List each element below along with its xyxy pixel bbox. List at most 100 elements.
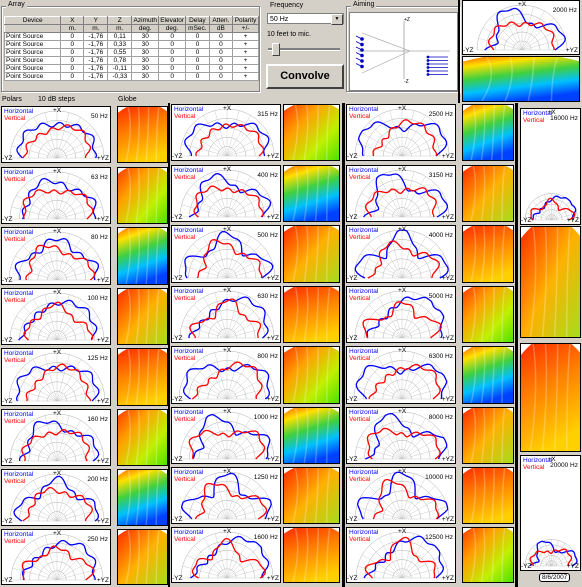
table-cell[interactable]: 0 — [208, 40, 234, 49]
table-row[interactable]: Point Source 0 -1,76 -0,33 30 0 0 0 + — [3, 72, 259, 81]
table-cell[interactable]: -0,11 — [107, 64, 133, 73]
table-cell[interactable]: 0 — [60, 72, 85, 81]
col-device[interactable]: Device — [3, 16, 62, 25]
table-cell[interactable]: + — [232, 56, 259, 65]
table-cell[interactable]: 0 — [208, 48, 234, 57]
polar-grid-spoke — [226, 171, 240, 218]
frequency-select[interactable]: 50 Hz ▼ — [267, 13, 344, 25]
table-cell[interactable]: 0,11 — [107, 32, 133, 41]
table-cell[interactable]: -1,76 — [83, 40, 109, 49]
polar-grid-spoke — [192, 243, 228, 279]
table-cell[interactable]: 0 — [185, 40, 210, 49]
table-cell[interactable]: 0,33 — [107, 40, 133, 49]
horizontal-legend: Horizontal — [349, 469, 379, 476]
table-cell[interactable]: 0 — [60, 56, 85, 65]
polar-plot-panel: 1250 Hz Horizontal Vertical +X -YZ +YZ — [171, 467, 281, 524]
table-cell[interactable]: Point Source — [3, 56, 62, 65]
table-cell[interactable]: 0 — [185, 32, 210, 41]
table-cell[interactable]: Point Source — [3, 32, 62, 41]
polar-plot — [9, 171, 105, 220]
table-row[interactable]: Point Source 0 -1,76 0,78 30 0 0 0 + — [3, 56, 259, 65]
table-cell[interactable]: 0 — [185, 72, 210, 81]
table-row[interactable]: Point Source 0 -1,76 -0,11 30 0 0 0 + — [3, 64, 259, 73]
globe-heatmap — [117, 288, 168, 345]
vertical-response-curve — [21, 545, 95, 581]
polar-plot — [354, 290, 450, 339]
table-cell[interactable]: 0 — [60, 48, 85, 57]
table-cell[interactable]: 30 — [131, 56, 160, 65]
table-cell[interactable]: -1,76 — [83, 48, 109, 57]
horizontal-legend: Horizontal — [349, 227, 379, 234]
col-polarity[interactable]: Polarity — [232, 16, 259, 25]
table-cell[interactable]: 0 — [185, 64, 210, 73]
table-cell[interactable]: Point Source — [3, 48, 62, 57]
table-cell[interactable]: -1,76 — [83, 32, 109, 41]
table-row[interactable]: Point Source 0 -1,76 0,11 30 0 0 0 + — [3, 32, 259, 41]
plus-x-label: +X — [223, 105, 232, 112]
table-cell[interactable]: 0 — [60, 64, 85, 73]
polar-grid-spoke — [378, 176, 403, 218]
col-elevator[interactable]: Elevator — [158, 16, 187, 25]
polar-grid-spoke — [490, 18, 523, 51]
table-cell[interactable]: 0 — [60, 32, 85, 41]
table-cell[interactable]: 0 — [185, 48, 210, 57]
table-cell[interactable]: 0 — [158, 64, 187, 73]
distance-slider-thumb[interactable] — [272, 43, 280, 56]
table-cell[interactable]: 0 — [208, 56, 234, 65]
horizontal-response-curve — [190, 535, 270, 579]
table-cell[interactable]: 0 — [158, 56, 187, 65]
table-cell[interactable]: 30 — [131, 72, 160, 81]
table-cell[interactable]: 0 — [185, 56, 210, 65]
col-atten[interactable]: Atten. — [208, 16, 234, 25]
col-z[interactable]: Z — [107, 16, 133, 25]
col-x[interactable]: X — [60, 16, 85, 25]
table-cell[interactable]: -1,76 — [83, 64, 109, 73]
polar-grid-spoke — [401, 545, 435, 579]
col-azimuth[interactable]: Azimuth — [131, 16, 160, 25]
vertical-response-curve — [21, 428, 91, 462]
convolve-button[interactable]: Convolve — [266, 64, 344, 89]
vertical-response-curve — [189, 298, 262, 339]
table-cell[interactable]: 0 — [208, 32, 234, 41]
table-cell[interactable]: + — [232, 64, 259, 73]
source-table-header: Device X Y Z Azimuth Elevator Delay Atte… — [3, 16, 259, 25]
chevron-down-icon[interactable]: ▼ — [331, 14, 343, 25]
table-cell[interactable]: 30 — [131, 64, 160, 73]
plus-yz-label: +YZ — [566, 563, 579, 570]
table-cell[interactable]: + — [232, 72, 259, 81]
plus-x-label: +X — [53, 107, 62, 114]
table-cell[interactable]: Point Source — [3, 40, 62, 49]
globe-contour — [480, 528, 486, 582]
table-cell[interactable]: -1,76 — [83, 72, 109, 81]
polar-plot-panel: 160 Hz Horizontal Vertical +X -YZ +YZ — [1, 409, 111, 466]
table-cell[interactable]: Point Source — [3, 64, 62, 73]
table-cell[interactable]: 0 — [158, 32, 187, 41]
table-cell[interactable]: -0,33 — [107, 72, 133, 81]
table-cell[interactable]: 0,55 — [107, 48, 133, 57]
table-cell[interactable]: 0 — [158, 40, 187, 49]
table-row[interactable]: Point Source 0 -1,76 0,55 30 0 0 0 + — [3, 48, 259, 57]
polar-grid-spoke — [401, 538, 426, 579]
polar-plot — [178, 350, 276, 400]
table-cell[interactable]: 30 — [131, 48, 160, 57]
table-cell[interactable]: 0 — [208, 72, 234, 81]
table-cell[interactable]: Point Source — [3, 72, 62, 81]
plus-x-label: +X — [223, 166, 232, 173]
globe-color-field — [463, 468, 513, 523]
table-cell[interactable]: 0 — [158, 48, 187, 57]
table-cell[interactable]: 30 — [131, 32, 160, 41]
table-cell[interactable]: 0 — [208, 64, 234, 73]
table-cell[interactable]: + — [232, 40, 259, 49]
table-cell[interactable]: + — [232, 48, 259, 57]
table-cell[interactable]: 0 — [158, 72, 187, 81]
col-y[interactable]: Y — [83, 16, 109, 25]
table-cell[interactable]: + — [232, 32, 259, 41]
table-cell[interactable]: 0,78 — [107, 56, 133, 65]
table-row[interactable]: Point Source 0 -1,76 0,33 30 0 0 0 + — [3, 40, 259, 49]
col-delay[interactable]: Delay — [185, 16, 210, 25]
globe-contour — [480, 287, 486, 342]
table-cell[interactable]: 30 — [131, 40, 160, 49]
table-cell[interactable]: 0 — [60, 40, 85, 49]
table-cell[interactable]: -1,76 — [83, 56, 109, 65]
distance-slider-track[interactable] — [268, 48, 340, 51]
